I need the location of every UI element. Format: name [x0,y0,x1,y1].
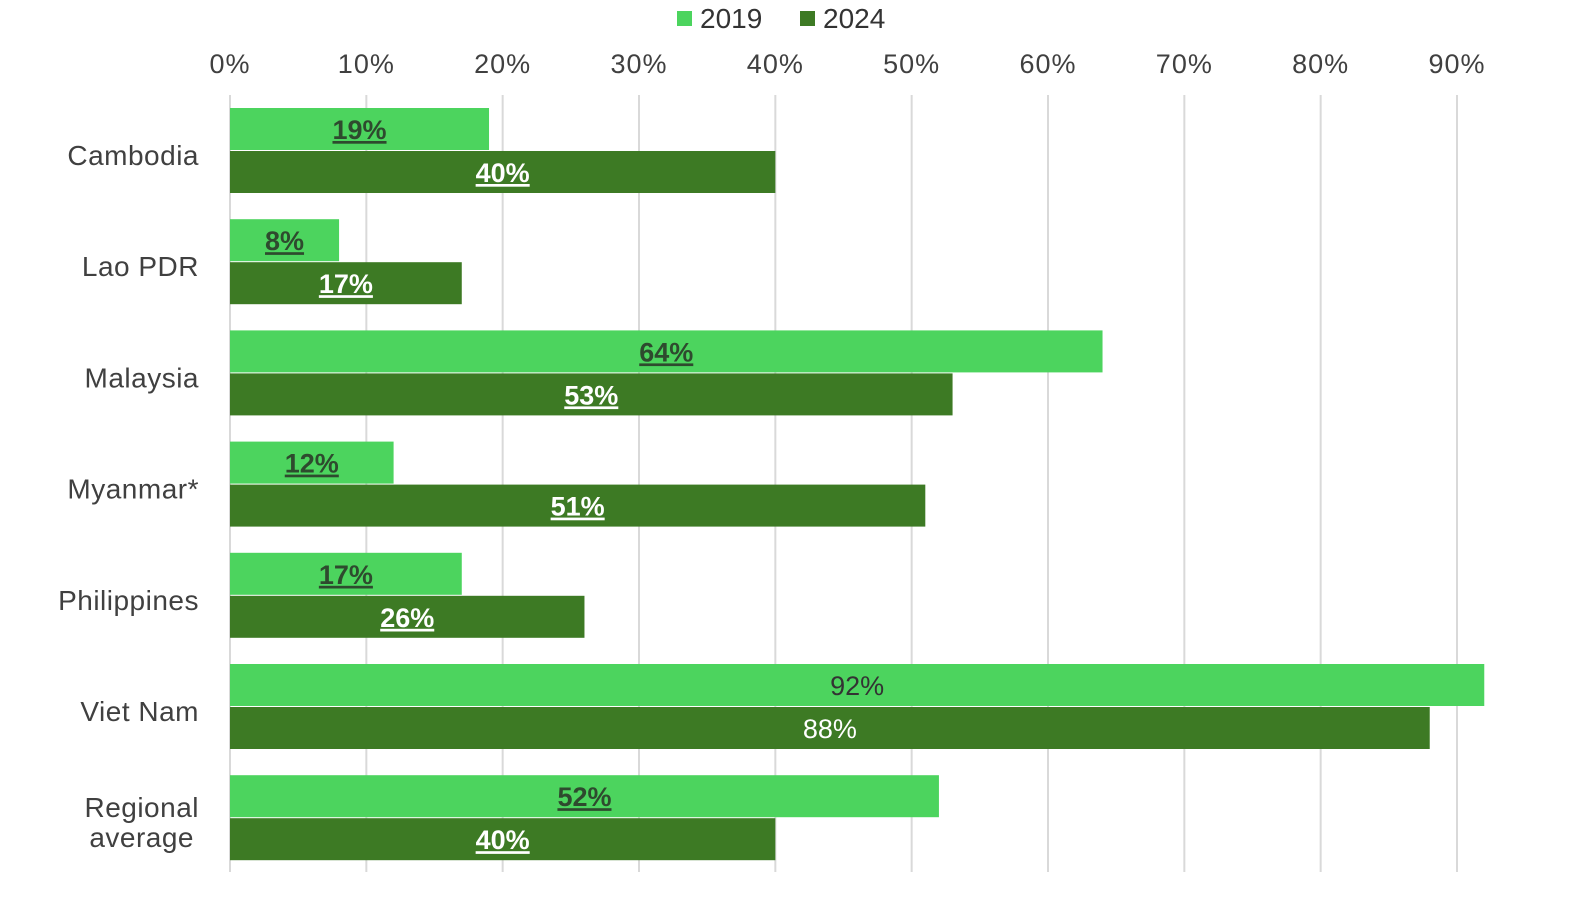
data-labels: 19%40%8%17%64%53%12%51%17%26%92%88%52%40… [265,115,884,855]
y-category-label-line: Regional [84,792,199,823]
y-category-label-line: Cambodia [67,140,199,171]
x-axis-ticks: 0% 10% 20% 30% 40% 50% 60% 70% 80% 90% [209,49,1485,79]
legend: 2019 2024 [677,3,885,34]
x-tick-label: 0% [209,49,250,79]
y-category-label: Myanmar* [67,474,199,505]
legend-swatch-2019 [677,11,692,26]
bar-2019 [230,441,394,484]
x-tick-label: 90% [1428,49,1485,79]
y-category-label-line: Malaysia [85,362,199,393]
bar-2019 [230,108,490,150]
bar-2024 [230,373,953,416]
y-category-label-line: Lao PDR [82,251,199,282]
data-label-2024: 40% [476,825,530,855]
bar-2024 [230,707,1430,749]
x-tick-label: 10% [338,49,395,79]
bars [230,108,1485,861]
data-label-2019: 8% [265,226,304,256]
data-label-2024: 51% [551,492,605,522]
y-category-label: Cambodia [67,140,199,171]
bar-2024 [230,595,585,638]
legend-label-2024: 2024 [823,3,885,34]
data-label-2019: 92% [830,671,884,701]
data-label-2019: 17% [319,560,373,590]
x-tick-label: 40% [747,49,804,79]
data-label-2019: 19% [332,115,386,145]
x-tick-label: 70% [1156,49,1213,79]
y-category-label: Malaysia [85,362,199,393]
data-label-2024: 40% [476,158,530,188]
y-category-label: Lao PDR [82,251,199,282]
bar-2024 [230,818,776,861]
x-tick-label: 80% [1292,49,1349,79]
y-axis-categories: Cambodia Lao PDR Malaysia Myanmar* Philippin… [58,140,199,853]
y-category-label: Regional average [84,792,199,853]
bar-2019 [230,330,1103,373]
y-category-label-line: average [89,822,194,853]
y-category-label-line: Myanmar* [67,474,199,505]
y-category-label: Viet Nam [80,696,199,727]
data-label-2024: 17% [319,269,373,299]
data-label-2019: 12% [285,449,339,479]
bar-2024 [230,151,776,193]
data-label-2019: 64% [639,337,693,367]
bar-2024 [230,484,926,527]
bar-2019 [230,664,1485,706]
bar-2019 [230,775,939,818]
x-tick-label: 20% [474,49,531,79]
data-label-2024: 26% [380,603,434,633]
y-category-label-line: Philippines [58,585,199,616]
legend-swatch-2024 [800,11,815,26]
bar-2019 [230,219,340,262]
x-tick-label: 50% [883,49,940,79]
data-label-2019: 52% [557,782,611,812]
data-label-2024: 53% [564,380,618,410]
bar-2019 [230,552,462,595]
x-tick-label: 30% [610,49,667,79]
y-category-label-line: Viet Nam [80,696,199,727]
bar-2024 [230,262,462,305]
data-label-2024: 88% [803,714,857,744]
y-category-label: Philippines [58,585,199,616]
x-tick-label: 60% [1019,49,1076,79]
gridlines [229,95,1458,872]
legend-label-2019: 2019 [700,3,762,34]
